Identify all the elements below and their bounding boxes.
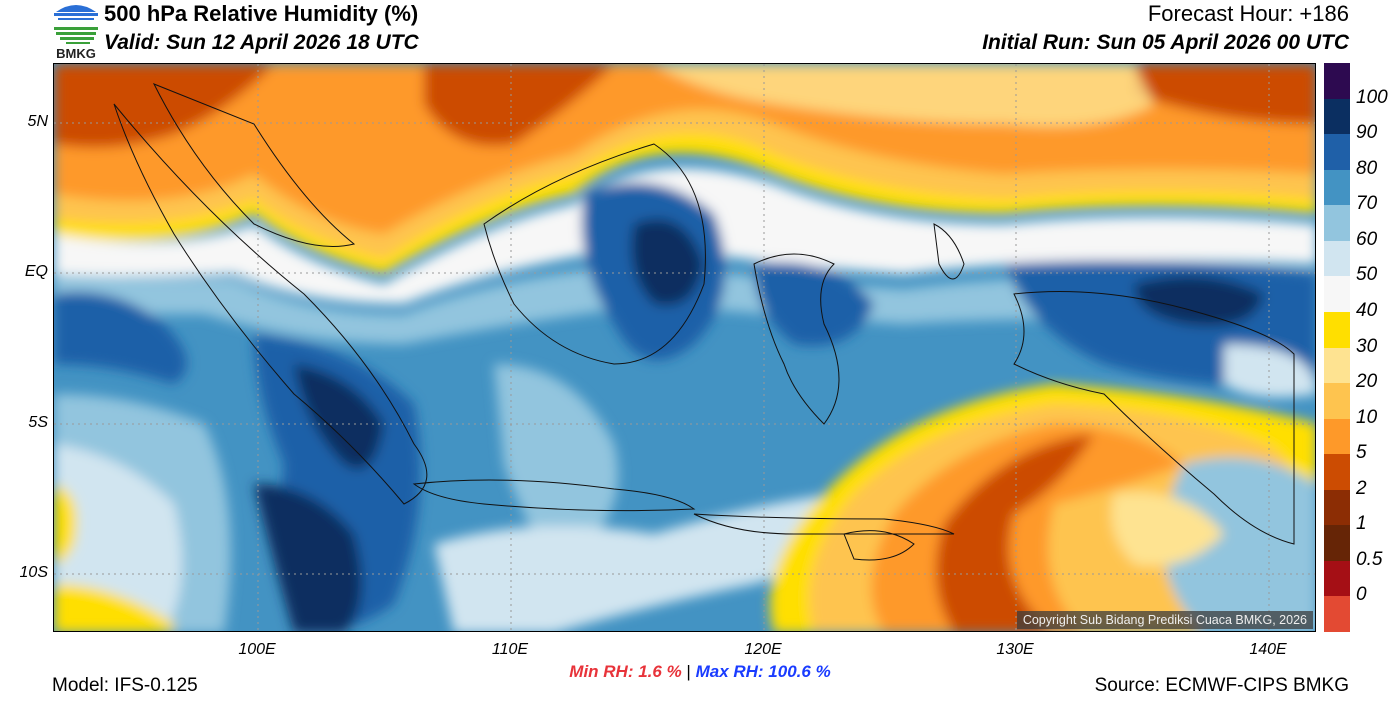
colorbar-band [1324, 134, 1350, 170]
lon-label-110e: 110E [491, 641, 529, 658]
colorbar-label: 100 [1356, 86, 1388, 108]
initial-run: Initial Run: Sun 05 April 2026 00 UTC [982, 31, 1349, 54]
colorbar-band [1324, 240, 1350, 277]
chart-title: 500 hPa Relative Humidity (%) [104, 1, 419, 26]
min-max-stats: Min RH: 1.6 % | Max RH: 100.6 % [0, 662, 1400, 682]
colorbar-label: 20 [1356, 371, 1378, 393]
colorbar-label: 40 [1356, 299, 1378, 321]
colorbar-band [1324, 169, 1350, 206]
colorbar-band [1324, 98, 1350, 135]
colorbar-band [1324, 63, 1350, 99]
lon-label-100e: 100E [238, 641, 276, 658]
lat-label-5n: 5N [27, 113, 48, 130]
colorbar-band [1324, 418, 1350, 455]
colorbar-band [1324, 489, 1350, 526]
lat-label-eq: EQ [24, 263, 48, 280]
colorbar-label: 30 [1356, 335, 1378, 357]
colorbar-band [1324, 454, 1350, 490]
colorbar-label: 5 [1356, 442, 1367, 464]
colorbar-label: 2 [1356, 477, 1367, 499]
source-label: Source: ECMWF-CIPS BMKG [1094, 675, 1349, 696]
lon-label-130e: 130E [996, 641, 1034, 658]
colorbar-label: 90 [1356, 122, 1378, 144]
colorbar-band [1324, 560, 1350, 597]
colorbar-label: 80 [1356, 157, 1378, 179]
colorbar-band [1324, 311, 1350, 348]
max-rh: Max RH: 100.6 % [695, 662, 831, 681]
humidity-field [54, 64, 1315, 631]
coastlines [113, 83, 1295, 561]
separator: | [686, 662, 691, 681]
lat-label-5s: 5S [28, 414, 48, 431]
colorbar-band [1324, 276, 1350, 312]
colorbar-band [1324, 205, 1350, 241]
colorbar [1324, 63, 1350, 632]
bmkg-logo: BMKG [50, 0, 102, 62]
min-rh: Min RH: 1.6 % [569, 662, 682, 681]
forecast-hour: Forecast Hour: +186 [1147, 1, 1349, 26]
svg-text:BMKG: BMKG [56, 46, 96, 61]
colorbar-band [1324, 596, 1350, 632]
colorbar-label: 60 [1356, 228, 1378, 250]
colorbar-band [1324, 347, 1350, 384]
colorbar-band [1324, 383, 1350, 419]
colorbar-label: 1 [1356, 513, 1367, 535]
valid-time: Valid: Sun 12 April 2026 18 UTC [104, 31, 419, 54]
copyright-label: Copyright Sub Bidang Prediksi Cuaca BMKG… [1016, 611, 1313, 629]
colorbar-band [1324, 525, 1350, 561]
lon-label-120e: 120E [744, 641, 782, 658]
graticule [54, 64, 1315, 631]
model-label: Model: IFS-0.125 [52, 675, 198, 696]
lon-label-140e: 140E [1249, 641, 1287, 658]
colorbar-label: 70 [1356, 193, 1378, 215]
humidity-map: Copyright Sub Bidang Prediksi Cuaca BMKG… [53, 63, 1316, 632]
colorbar-label: 0 [1356, 584, 1367, 606]
colorbar-label: 0.5 [1356, 548, 1383, 570]
colorbar-label: 10 [1356, 406, 1378, 428]
colorbar-label: 50 [1356, 264, 1378, 286]
lat-label-10s: 10S [19, 564, 48, 581]
